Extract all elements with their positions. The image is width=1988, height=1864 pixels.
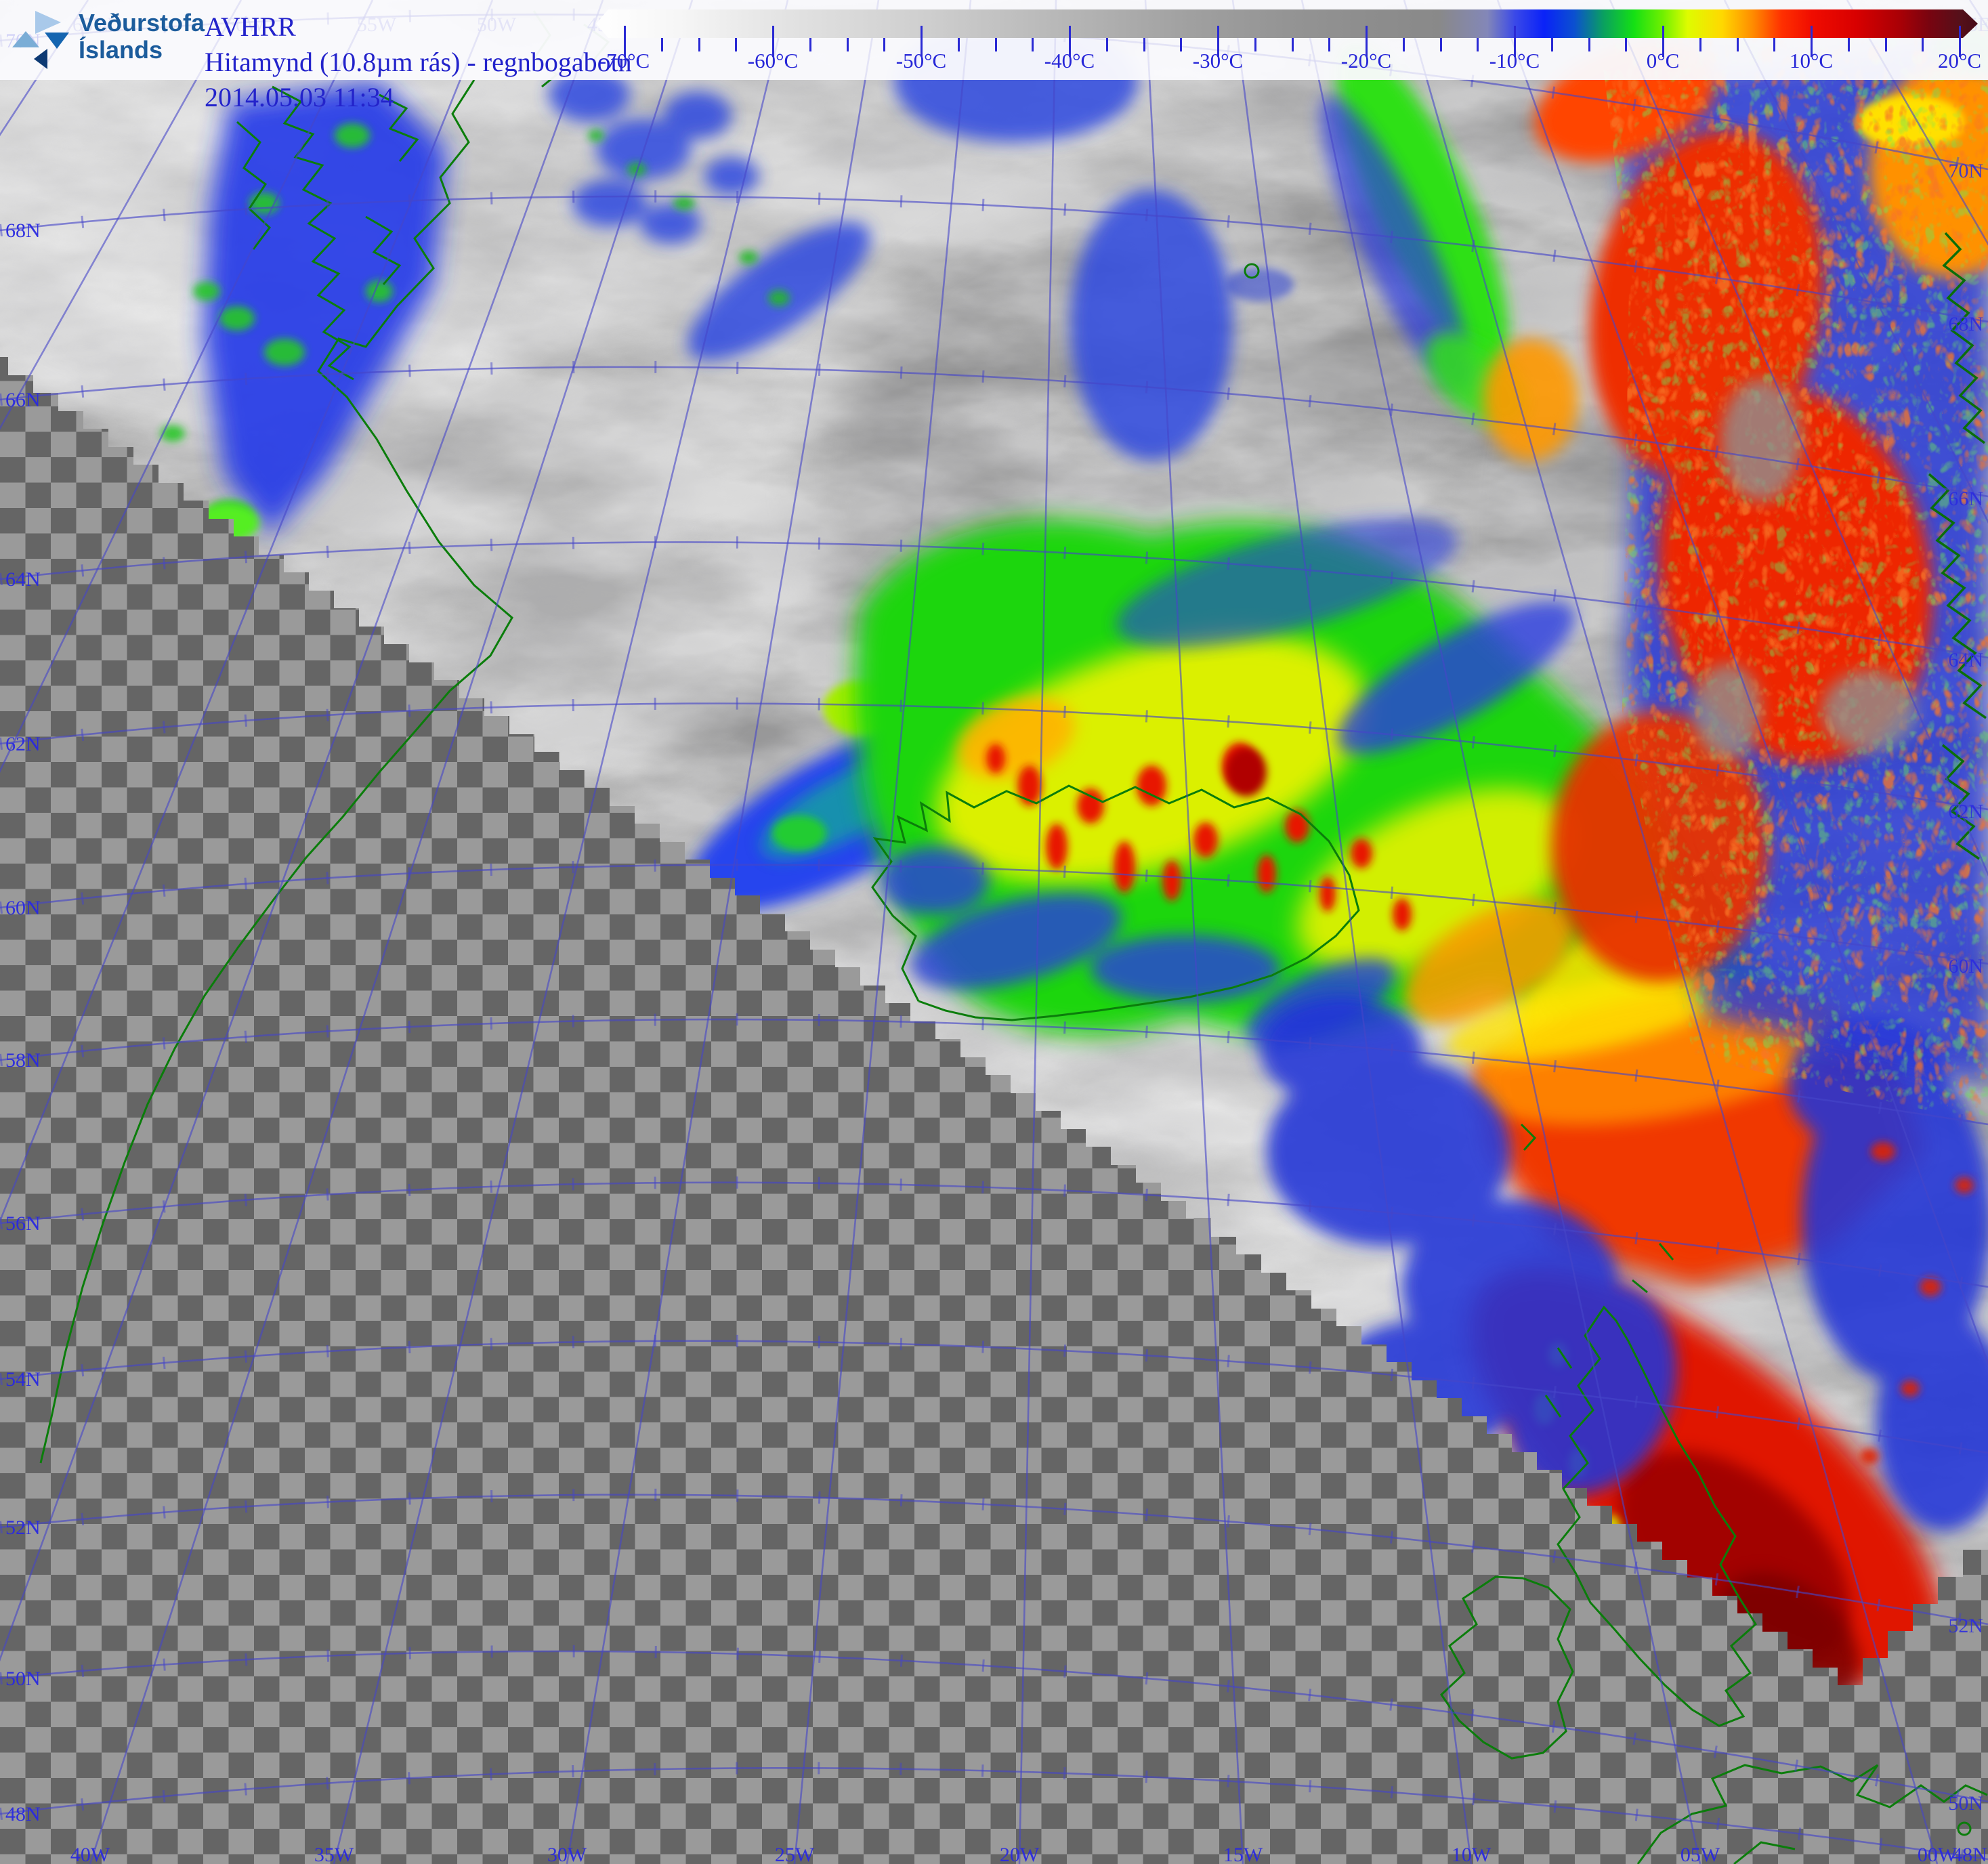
lat-label-right: 70N: [1948, 160, 1983, 182]
lat-label-left: 58N: [5, 1049, 41, 1072]
colorbar-temp-label: -10°C: [1489, 49, 1540, 72]
colorbar-minor-tick: [1032, 38, 1034, 51]
lon-label-bottom: 00W: [1918, 1844, 1958, 1864]
colorbar-minor-tick: [1736, 38, 1739, 51]
lat-label-left: 64N: [5, 568, 41, 591]
lat-label-right: 66N: [1948, 488, 1983, 510]
colorbar-temp-label: 0°C: [1646, 49, 1680, 72]
colorbar-minor-tick: [1180, 38, 1183, 51]
lon-label-bottom: 25W: [775, 1844, 815, 1864]
colorbar-minor-tick: [1254, 38, 1256, 51]
colorbar-minor-tick: [957, 38, 960, 51]
lat-label-left: 62N: [5, 733, 41, 755]
lat-label-left: 50N: [5, 1668, 41, 1690]
colorbar-major-tick: [1959, 26, 1961, 57]
coast-france: [1636, 1764, 1988, 1864]
colorbar-minor-tick: [883, 38, 886, 51]
colorbar-major-tick: [624, 26, 626, 57]
colorbar-major-tick: [1662, 26, 1664, 57]
colorbar-minor-tick: [660, 38, 663, 51]
colorbar-minor-tick: [698, 38, 700, 51]
colorbar-minor-tick: [1884, 38, 1887, 51]
colorbar-minor-tick: [1328, 38, 1331, 51]
ice-edge-streak: [1336, 42, 1508, 364]
lon-label-bottom: 40W: [70, 1844, 110, 1864]
lat-label-left: 68N: [5, 219, 41, 242]
colorbar-major-tick: [1069, 26, 1071, 57]
colorbar-minor-tick: [1402, 38, 1405, 51]
lat-label-right: 60N: [1948, 955, 1983, 977]
colorbar-minor-tick: [1588, 38, 1590, 51]
colorbar-minor-tick: [1550, 38, 1553, 51]
colorbar-temp-label: -70°C: [599, 49, 650, 72]
logo-text-line2: Íslands: [79, 36, 163, 64]
colorbar-minor-tick: [1143, 38, 1145, 51]
lat-label-right: 52N: [1948, 1615, 1983, 1637]
colorbar-major-tick: [1366, 26, 1368, 57]
colorbar-minor-tick: [735, 38, 738, 51]
colorbar-minor-tick: [809, 38, 811, 51]
coast-great-britain: [1557, 1305, 1757, 1727]
colorbar-major-tick: [772, 26, 774, 57]
coastlines: [39, 10, 1988, 1864]
lat-label-right: 64N: [1948, 649, 1983, 671]
colorbar-minor-tick: [1922, 38, 1924, 51]
lat-label-right: 68N: [1948, 313, 1983, 335]
lon-label-bottom: 05W: [1680, 1844, 1720, 1864]
lat-label-right: 50N: [1948, 1792, 1983, 1815]
lat-label-left: 66N: [5, 389, 41, 411]
lon-label-bottom: 30W: [547, 1844, 587, 1864]
logo-text-line1: Veðurstofa: [79, 9, 205, 37]
colorbar-minor-tick: [1699, 38, 1701, 51]
lat-label-right: 62N: [1948, 801, 1983, 823]
colorbar-minor-tick: [994, 38, 997, 51]
colorbar-temp-label: 10°C: [1789, 49, 1834, 72]
colorbar-minor-tick: [1291, 38, 1294, 51]
product-datetime: 2014.05.03 11:34: [205, 82, 394, 112]
colorbar-minor-tick: [1625, 38, 1628, 51]
colorbar-minor-tick: [1847, 38, 1850, 51]
coast-iceland: [871, 784, 1360, 1021]
lon-label-bottom: 15W: [1223, 1844, 1263, 1864]
vedurstofa-logo-icon: [12, 11, 69, 69]
coast-norway: [1928, 232, 1987, 860]
colorbar-major-tick: [1811, 26, 1813, 57]
colorbar-temp-label: -50°C: [895, 49, 947, 72]
colorbar-minor-tick: [1773, 38, 1776, 51]
lat-label-left: 54N: [5, 1368, 41, 1391]
colorbar-temp-label: -40°C: [1044, 49, 1095, 72]
lon-label-bottom: 35W: [314, 1844, 354, 1864]
lat-label-left: 52N: [5, 1517, 41, 1539]
colorbar-temp-label: 20°C: [1937, 49, 1982, 72]
colorbar-minor-tick: [1477, 38, 1479, 51]
lat-label-left: 48N: [5, 1803, 41, 1825]
product-title: Hitamynd (10.8µm rás) - regnbogabotn: [205, 47, 632, 77]
colorbar-temp-label: -60°C: [747, 49, 799, 72]
lon-label-bottom: 48N: [1952, 1844, 1987, 1864]
colorbar-major-tick: [921, 26, 923, 57]
colorbar-major-tick: [1217, 26, 1219, 57]
colorbar-temp-label: -20°C: [1340, 49, 1392, 72]
lon-label-bottom: 10W: [1452, 1844, 1492, 1864]
colorbar-minor-tick: [1105, 38, 1108, 51]
colorbar-minor-tick: [846, 38, 849, 51]
lon-label-bottom: 20W: [1000, 1844, 1040, 1864]
lat-label-left: 56N: [5, 1212, 41, 1235]
colorbar-temp-label: -30°C: [1192, 49, 1244, 72]
coast-ireland: [1440, 1575, 1574, 1760]
product-name: AVHRR: [205, 12, 296, 42]
colorbar-minor-tick: [1439, 38, 1442, 51]
coast-jan-mayen: [1244, 263, 1260, 279]
lat-label-left: 60N: [5, 897, 41, 919]
temperature-colorbar: [596, 9, 1978, 38]
colorbar-major-tick: [1514, 26, 1516, 57]
